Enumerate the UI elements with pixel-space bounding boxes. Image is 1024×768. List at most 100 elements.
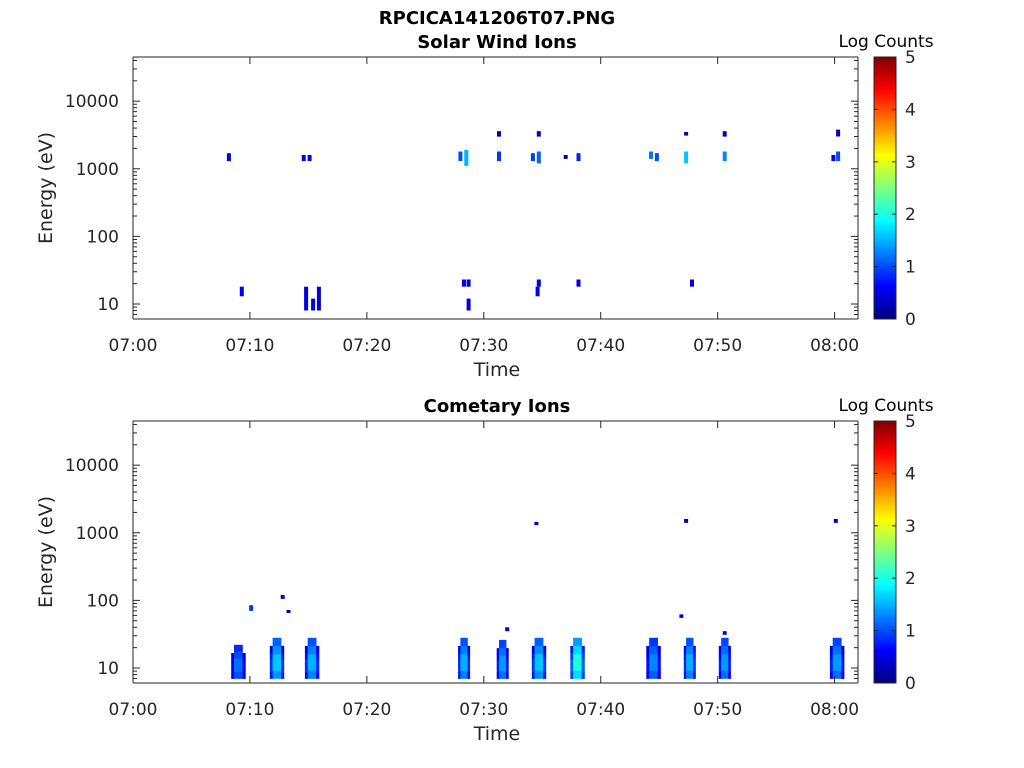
data-cell <box>272 670 276 679</box>
data-cell <box>496 654 500 661</box>
colorbar-tick-label: 1 <box>905 258 916 278</box>
data-cell <box>570 645 574 653</box>
data-cell <box>236 644 240 652</box>
data-cell <box>537 670 541 679</box>
y-tick-label: 10000 <box>65 92 119 112</box>
data-cell <box>316 672 320 679</box>
data-cell <box>649 151 653 159</box>
data-cell <box>460 670 464 679</box>
data-cell <box>686 662 689 671</box>
colorbar-tick-label: 1 <box>905 622 916 642</box>
data-cell <box>496 660 500 667</box>
data-cell <box>686 654 689 663</box>
data-cell <box>534 521 539 526</box>
y-tick-label: 100 <box>87 227 119 247</box>
data-cell <box>683 658 687 666</box>
colorbar-tick-label: 2 <box>905 205 916 225</box>
data-cell <box>462 670 466 679</box>
colorbar-tick-label: 0 <box>905 310 916 330</box>
panel-title: Cometary Ions <box>424 396 571 417</box>
data-cell <box>686 670 689 679</box>
data-cell <box>540 645 544 655</box>
data-cell <box>581 645 585 653</box>
data-cell <box>310 637 314 647</box>
data-cell <box>506 648 509 655</box>
data-cell <box>313 662 317 671</box>
data-cell <box>570 658 574 666</box>
data-cell <box>280 595 285 599</box>
data-cell <box>688 662 692 671</box>
data-cell <box>275 654 279 663</box>
data-cell <box>829 658 834 666</box>
data-cell <box>832 645 836 655</box>
data-cell <box>657 658 661 666</box>
data-cell <box>269 645 273 653</box>
data-cell <box>242 658 246 664</box>
data-cell <box>231 668 235 674</box>
data-cell <box>838 645 842 655</box>
data-cell <box>531 672 535 679</box>
data-cell <box>543 645 547 653</box>
data-cell <box>506 654 509 661</box>
data-cell <box>304 658 309 666</box>
data-cell <box>234 665 238 673</box>
data-cell <box>534 670 538 679</box>
data-cell <box>316 658 320 666</box>
data-cell <box>570 665 574 673</box>
data-cell <box>829 672 834 679</box>
data-cell <box>654 654 658 663</box>
data-cell <box>275 662 279 671</box>
data-cell <box>269 652 273 660</box>
data-cell <box>578 654 582 663</box>
colorbar-tick-label: 4 <box>905 100 916 120</box>
data-cell <box>311 298 316 311</box>
data-cell <box>722 151 727 162</box>
data-cell <box>722 631 727 635</box>
data-cell <box>684 519 689 523</box>
data-cell <box>683 672 687 679</box>
data-cell <box>718 665 722 673</box>
data-cell <box>563 155 568 159</box>
spectrogram-data <box>231 519 845 679</box>
data-cell <box>501 639 504 648</box>
data-cell <box>465 662 468 671</box>
y-tick-label: 10 <box>97 295 119 315</box>
data-cell <box>458 645 461 653</box>
data-cell <box>841 645 845 653</box>
data-cell <box>652 637 656 647</box>
data-cell <box>501 663 504 672</box>
data-cell <box>543 672 547 679</box>
data-cell <box>313 645 317 655</box>
data-cell <box>683 665 687 673</box>
data-cell <box>835 662 839 671</box>
data-cell <box>723 662 727 671</box>
data-cell <box>281 652 285 660</box>
data-cell <box>531 652 535 660</box>
data-cell <box>536 131 541 137</box>
data-cell <box>654 637 658 647</box>
data-cell <box>693 665 696 673</box>
x-tick-label: 07:50 <box>693 336 742 356</box>
data-cell <box>462 662 466 671</box>
data-cell <box>234 658 238 666</box>
data-cell <box>307 654 311 663</box>
data-cell <box>578 662 582 671</box>
data-cell <box>499 655 502 664</box>
data-cell <box>688 654 692 663</box>
data-cell <box>313 670 317 679</box>
data-cell <box>466 298 471 311</box>
data-cell <box>652 662 656 671</box>
data-cell <box>307 155 312 162</box>
data-cell <box>721 654 724 663</box>
data-cell <box>275 670 279 679</box>
data-cell <box>460 637 464 647</box>
colorbar-label: Log Counts <box>838 396 933 416</box>
data-cell <box>226 153 231 162</box>
colorbar <box>873 420 897 684</box>
solar-wind-panel: Solar Wind Ions Time Energy (eV) Log Cou… <box>35 32 934 381</box>
data-cell <box>543 665 547 673</box>
data-cell <box>683 645 687 653</box>
data-cell <box>832 670 836 679</box>
data-cell <box>835 654 839 663</box>
y-tick-label: 10 <box>97 659 119 679</box>
